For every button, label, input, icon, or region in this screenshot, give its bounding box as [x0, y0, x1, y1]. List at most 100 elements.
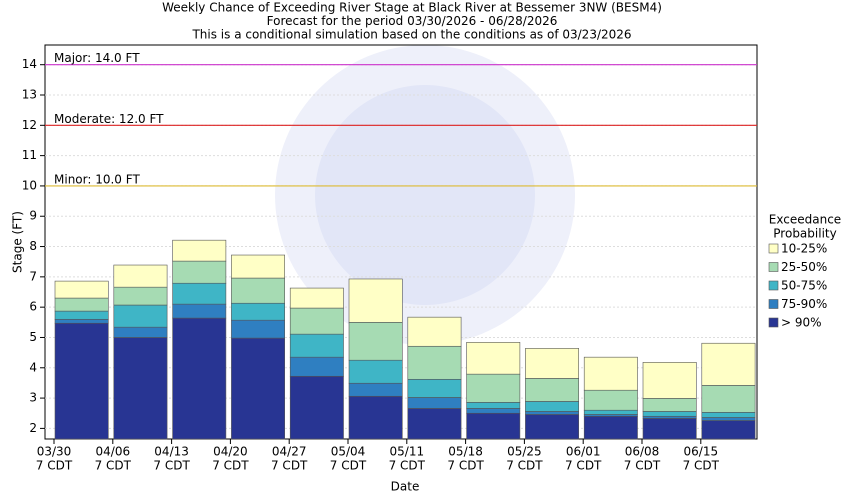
bar-segment: [172, 239, 227, 262]
x-tick-label: 05/25: [507, 445, 542, 459]
y-tick-label: 7: [29, 269, 37, 283]
bar-segment: [289, 307, 344, 335]
x-tick-time: 7 CDT: [683, 459, 720, 473]
legend-label: 10-25%: [781, 242, 827, 256]
x-tick-label: 04/06: [96, 445, 131, 459]
legend-label: 25-50%: [781, 260, 827, 274]
bar-segment: [348, 322, 403, 361]
bar-segment: [466, 402, 521, 409]
x-tick-time: 7 CDT: [565, 459, 602, 473]
legend-label: > 90%: [781, 316, 822, 330]
watermark: [315, 85, 535, 305]
bar-segment: [54, 322, 109, 440]
legend-title: Probability: [773, 227, 836, 241]
bar-segment: [642, 398, 697, 412]
y-tick-label: 4: [29, 360, 37, 374]
x-tick-label: 05/18: [448, 445, 483, 459]
bar-segment: [701, 342, 756, 386]
legend-label: 75-90%: [781, 297, 827, 311]
legend-swatch: [768, 262, 779, 272]
bar-segment: [113, 337, 168, 440]
bar-segment: [348, 382, 403, 397]
x-tick-time: 7 CDT: [271, 459, 308, 473]
x-tick-time: 7 CDT: [153, 459, 190, 473]
bar-segment: [642, 411, 697, 417]
threshold-label: Major: 14.0 FT: [54, 51, 140, 65]
bar-segment: [231, 302, 285, 321]
bar-segment: [642, 362, 697, 399]
bar-segment: [231, 254, 285, 279]
bar-segment: [172, 317, 227, 440]
y-tick-label: 3: [29, 391, 37, 405]
bar-segment: [289, 356, 344, 377]
x-tick-label: 05/04: [331, 445, 366, 459]
bar-segment: [54, 318, 109, 324]
bar-segment: [289, 333, 344, 358]
bar-segment: [466, 408, 521, 414]
bar-segment: [525, 348, 580, 379]
x-tick-time: 7 CDT: [330, 459, 367, 473]
bar-segment: [231, 319, 285, 339]
chart-title: This is a conditional simulation based o…: [191, 28, 631, 42]
x-tick-label: 06/01: [566, 445, 601, 459]
bar-segment: [583, 409, 638, 415]
legend-swatch: [768, 299, 779, 309]
bar-segment: [172, 260, 227, 284]
bar-segment: [466, 412, 521, 440]
bar-segment: [289, 287, 344, 309]
bar-segment: [54, 310, 109, 320]
x-tick-label: 04/20: [213, 445, 248, 459]
bar-segment: [407, 316, 462, 347]
bar-segment: [642, 418, 697, 440]
x-tick-time: 7 CDT: [212, 459, 249, 473]
bar-segment: [525, 411, 580, 415]
y-tick-label: 12: [22, 118, 37, 132]
bar-segment: [231, 337, 285, 440]
x-tick-time: 7 CDT: [36, 459, 73, 473]
y-tick-label: 14: [22, 57, 37, 71]
bar-segment: [113, 304, 168, 328]
x-tick-time: 7 CDT: [624, 459, 661, 473]
chart-title: Weekly Chance of Exceeding River Stage a…: [162, 1, 662, 15]
bar-segment: [172, 303, 227, 319]
bar-segment: [113, 326, 168, 338]
y-tick-label: 9: [29, 209, 37, 223]
legend-swatch: [768, 243, 779, 254]
bar-segment: [466, 342, 521, 375]
bar-segment: [348, 395, 403, 440]
x-tick-label: 06/08: [625, 445, 660, 459]
x-tick-label: 04/13: [154, 445, 189, 459]
bar-segment: [701, 420, 756, 440]
threshold-label: Moderate: 12.0 FT: [54, 112, 164, 126]
x-tick-label: 06/15: [684, 445, 719, 459]
bar-segment: [172, 282, 227, 305]
bar-segment: [348, 278, 403, 323]
y-tick-label: 13: [22, 88, 37, 102]
bar-segment: [407, 378, 462, 398]
bar-segment: [113, 286, 168, 306]
bar-segment: [231, 277, 285, 304]
x-tick-time: 7 CDT: [506, 459, 543, 473]
bar-segment: [583, 415, 638, 440]
bar-segment: [348, 359, 403, 384]
y-tick-label: 11: [22, 148, 37, 162]
bar-segment: [407, 397, 462, 409]
bar-segment: [525, 378, 580, 402]
bar-segment: [525, 414, 580, 440]
legend-title: Exceedance: [769, 213, 841, 227]
legend-label: 50-75%: [781, 279, 827, 293]
chart-title: Forecast for the period 03/30/2026 - 06/…: [267, 14, 558, 28]
x-tick-time: 7 CDT: [447, 459, 484, 473]
legend-swatch: [768, 280, 779, 291]
y-tick-label: 10: [22, 178, 37, 192]
y-axis-label: Stage (FT): [11, 211, 25, 273]
bar-segment: [407, 408, 462, 440]
bar-segment: [701, 417, 756, 421]
threshold-label: Minor: 10.0 FT: [54, 172, 140, 186]
x-tick-label: 05/11: [390, 445, 425, 459]
bar-segment: [642, 415, 697, 419]
x-tick-time: 7 CDT: [389, 459, 426, 473]
x-tick-label: 04/27: [272, 445, 307, 459]
bar-segment: [466, 373, 521, 403]
